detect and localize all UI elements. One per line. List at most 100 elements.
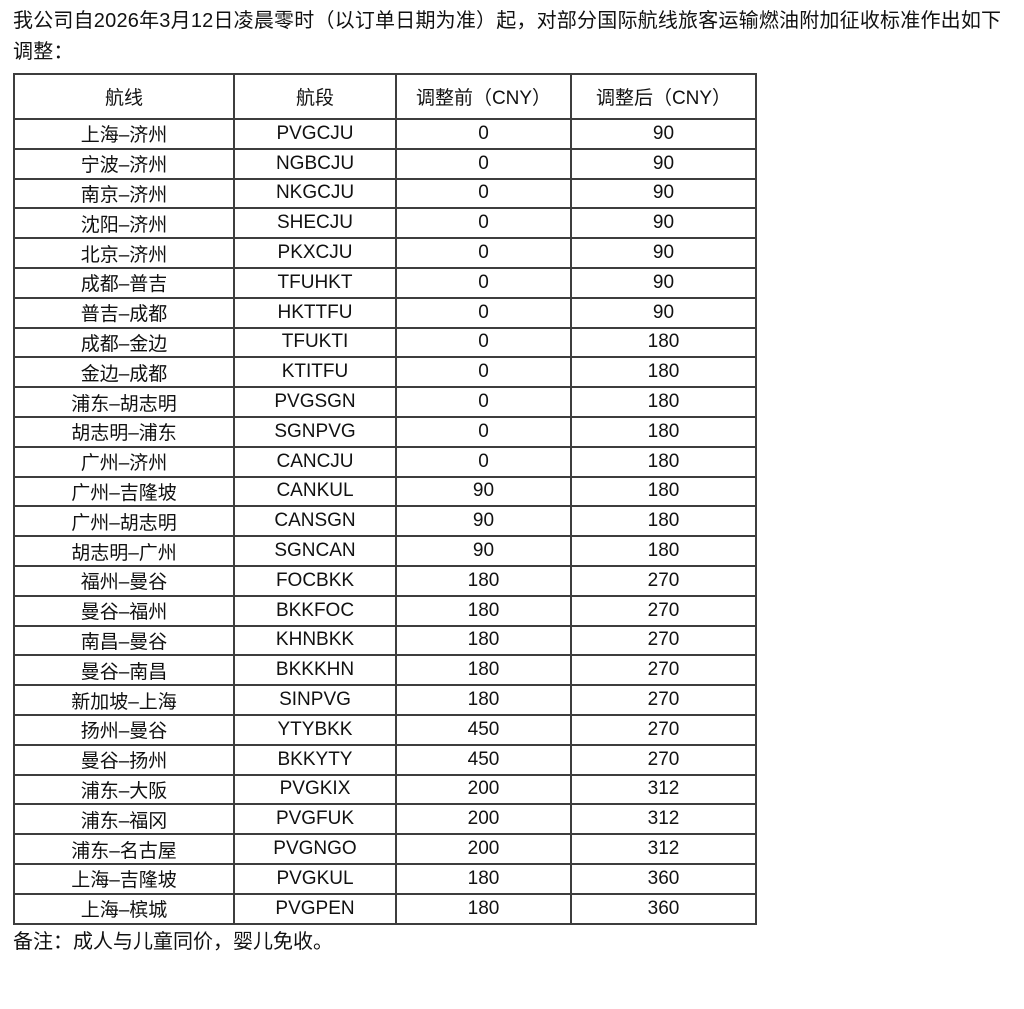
before-cny-cell: 180 [395,862,572,895]
table-row: 成都–普吉 TFUHKT 0 90 [13,266,757,299]
table-row: 浦东–福冈 PVGFUK 200 312 [13,803,757,836]
after-cny-cell: 90 [570,177,757,210]
before-cny-cell: 0 [395,207,572,240]
before-cny-cell: 0 [395,147,572,180]
fuel-surcharge-table: 航线 航段 调整前（CNY） 调整后（CNY） 上海–济州 PVGCJU 0 90 宁波… [13,73,757,925]
route-cell: 金边–成都 [13,356,235,389]
before-cny-cell: 0 [395,266,572,299]
segment-cell: PVGPEN [233,892,397,925]
after-cny-cell: 90 [570,118,757,150]
segment-cell: BKKKHN [233,654,397,687]
table-row: 广州–胡志明 CANSGN 90 180 [13,505,757,538]
after-cny-cell: 270 [570,594,757,627]
route-cell: 福州–曼谷 [13,564,235,597]
before-cny-cell: 180 [395,654,572,687]
table-row: 金边–成都 KTITFU 0 180 [13,356,757,389]
after-cny-cell: 90 [570,237,757,269]
table-row: 扬州–曼谷 YTYBKK 450 270 [13,713,757,746]
table-row: 广州–济州 CANCJU 0 180 [13,445,757,478]
table-row: 浦东–大阪 PVGKIX 200 312 [13,773,757,806]
segment-cell: HKTTFU [233,296,397,329]
segment-cell: KTITFU [233,356,397,389]
route-cell: 浦东–大阪 [13,773,235,806]
table-row: 新加坡–上海 SINPVG 180 270 [13,684,757,716]
after-cny-cell: 270 [570,564,757,597]
after-cny-cell: 270 [570,654,757,687]
table-header: 航线 航段 调整前（CNY） 调整后（CNY） [13,73,757,120]
before-cny-cell: 90 [395,535,572,567]
segment-cell: TFUHKT [233,266,397,299]
table-row: 北京–济州 PKXCJU 0 90 [13,237,757,269]
column-header-segment: 航段 [233,73,397,120]
before-cny-cell: 200 [395,803,572,836]
after-cny-cell: 90 [570,296,757,329]
table-row: 上海–济州 PVGCJU 0 90 [13,118,757,150]
notice-intro-text: 我公司自2026年3月12日凌晨零时（以订单日期为准）起，对部分国际航线旅客运输… [13,10,1002,63]
after-cny-cell: 360 [570,892,757,925]
before-cny-cell: 0 [395,237,572,269]
after-cny-cell: 180 [570,386,757,418]
table-row: 上海–吉隆坡 PVGKUL 180 360 [13,862,757,895]
table-row: 普吉–成都 HKTTFU 0 90 [13,296,757,329]
table-row: 福州–曼谷 FOCBKK 180 270 [13,564,757,597]
route-cell: 胡志明–浦东 [13,415,235,448]
route-cell: 曼谷–福州 [13,594,235,627]
route-cell: 浦东–胡志明 [13,386,235,418]
segment-cell: SGNCAN [233,535,397,567]
segment-cell: FOCBKK [233,564,397,597]
after-cny-cell: 90 [570,266,757,299]
route-cell: 成都–普吉 [13,266,235,299]
segment-cell: CANKUL [233,475,397,508]
table-row: 成都–金边 TFUKTI 0 180 [13,326,757,359]
table-row: 南京–济州 NKGCJU 0 90 [13,177,757,210]
route-cell: 宁波–济州 [13,147,235,180]
table-row: 曼谷–南昌 BKKKHN 180 270 [13,654,757,687]
before-cny-cell: 0 [395,177,572,210]
before-cny-cell: 0 [395,386,572,418]
before-cny-cell: 0 [395,415,572,448]
route-cell: 上海–槟城 [13,892,235,925]
after-cny-cell: 270 [570,684,757,716]
segment-cell: TFUKTI [233,326,397,359]
before-cny-cell: 180 [395,564,572,597]
route-cell: 上海–济州 [13,118,235,150]
table-row: 广州–吉隆坡 CANKUL 90 180 [13,475,757,508]
route-cell: 沈阳–济州 [13,207,235,240]
segment-cell: PVGNGO [233,833,397,865]
before-cny-cell: 90 [395,505,572,538]
segment-cell: PVGFUK [233,803,397,836]
segment-cell: PKXCJU [233,237,397,269]
route-cell: 广州–济州 [13,445,235,478]
before-cny-cell: 0 [395,118,572,150]
before-cny-cell: 180 [395,624,572,657]
after-cny-cell: 180 [570,415,757,448]
after-cny-cell: 312 [570,803,757,836]
before-cny-cell: 0 [395,326,572,359]
route-cell: 曼谷–南昌 [13,654,235,687]
segment-cell: BKKYTY [233,743,397,776]
notice-footnote: 备注：成人与儿童同价，婴儿免收。 [13,930,333,953]
after-cny-cell: 180 [570,535,757,567]
table-row: 沈阳–济州 SHECJU 0 90 [13,207,757,240]
route-cell: 成都–金边 [13,326,235,359]
segment-cell: YTYBKK [233,713,397,746]
route-cell: 广州–吉隆坡 [13,475,235,508]
after-cny-cell: 180 [570,356,757,389]
table-row: 南昌–曼谷 KHNBKK 180 270 [13,624,757,657]
after-cny-cell: 180 [570,445,757,478]
segment-cell: SHECJU [233,207,397,240]
column-header-after: 调整后（CNY） [570,73,757,120]
after-cny-cell: 180 [570,326,757,359]
segment-cell: CANCJU [233,445,397,478]
route-cell: 南京–济州 [13,177,235,210]
before-cny-cell: 200 [395,833,572,865]
route-cell: 普吉–成都 [13,296,235,329]
table-row: 宁波–济州 NGBCJU 0 90 [13,147,757,180]
table-header-row: 航线 航段 调整前（CNY） 调整后（CNY） [13,73,757,120]
column-header-before: 调整前（CNY） [395,73,572,120]
after-cny-cell: 312 [570,773,757,806]
before-cny-cell: 450 [395,743,572,776]
before-cny-cell: 0 [395,356,572,389]
before-cny-cell: 90 [395,475,572,508]
